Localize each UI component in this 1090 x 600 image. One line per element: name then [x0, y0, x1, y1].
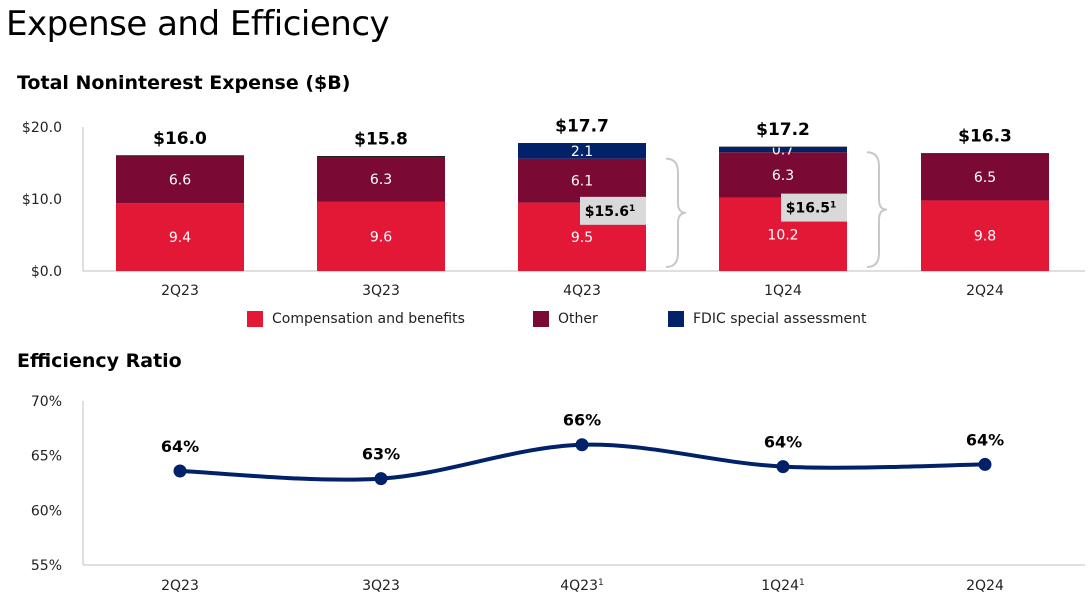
bar-segment-label: 9.8	[974, 229, 996, 245]
expense-x-tick-label: 3Q23	[362, 283, 400, 299]
legend-item-compensation: Compensation and benefits	[247, 311, 465, 327]
expense-x-tick-label: 2Q24	[966, 283, 1004, 299]
bar-segment-label: 0.7	[772, 143, 794, 159]
efficiency-y-tick-label: 70%	[31, 394, 62, 410]
bar-total-label: $15.8	[354, 130, 408, 150]
bar-segment-label: 9.5	[571, 230, 593, 246]
efficiency-x-tick-label: 4Q231	[560, 578, 603, 594]
legend-swatch-fdic	[668, 311, 684, 327]
expense-x-tick-label: 2Q23	[161, 283, 199, 299]
annotation-box	[580, 196, 646, 225]
annotation-box	[781, 193, 847, 222]
page-title: Expense and Efficiency	[6, 4, 390, 44]
annotation-bracket	[665, 157, 687, 268]
bar-segment-label: 9.4	[169, 230, 191, 246]
expense-y-tick-label: $0.0	[31, 264, 62, 280]
bar-segment	[719, 152, 847, 198]
bar-segment-label: 6.1	[571, 174, 593, 190]
bar-total-label: $17.7	[555, 117, 609, 137]
efficiency-chart-title: Efficiency Ratio	[17, 350, 182, 372]
bar-segment	[317, 201, 445, 271]
bar-segment-label: 6.5	[974, 170, 996, 186]
annotation-bracket	[866, 151, 888, 268]
expense-legend: Compensation and benefits Other FDIC spe…	[0, 311, 1090, 331]
legend-item-fdic: FDIC special assessment	[668, 311, 866, 327]
legend-swatch-compensation	[247, 311, 263, 327]
bar-segment	[518, 158, 646, 203]
bar-segment	[921, 153, 1049, 201]
legend-item-other: Other	[533, 311, 598, 327]
efficiency-x-tick-label: 1Q241	[761, 578, 804, 594]
bar-total-label: $16.0	[153, 129, 207, 149]
expense-y-tick-label: $20.0	[22, 120, 62, 136]
efficiency-y-tick-label: 65%	[31, 449, 62, 465]
efficiency-value-label: 64%	[966, 430, 1004, 449]
efficiency-point	[776, 460, 790, 474]
legend-swatch-other	[533, 311, 549, 327]
legend-label-compensation: Compensation and benefits	[272, 311, 465, 327]
expense-y-tick-label: $10.0	[22, 192, 62, 208]
bar-segment-label: 2.1	[571, 144, 593, 160]
bar-segment-label: 6.6	[169, 173, 191, 189]
bar-segment	[518, 143, 646, 159]
efficiency-x-tick-label: 2Q23	[161, 578, 199, 594]
efficiency-y-tick-label: 60%	[31, 503, 62, 519]
annotation-label: $15.61	[585, 204, 636, 220]
bar-segment-label: 9.6	[370, 229, 392, 245]
legend-label-other: Other	[558, 311, 598, 327]
efficiency-value-label: 63%	[362, 445, 400, 464]
expense-x-tick-label: 4Q23	[563, 283, 601, 299]
bar-total-label: $16.3	[958, 127, 1012, 147]
bar-segment-label: 10.2	[767, 227, 798, 243]
bar-segment	[116, 155, 244, 204]
efficiency-value-label: 64%	[764, 433, 802, 452]
bar-segment-label: 6.3	[370, 172, 392, 188]
efficiency-value-label: 66%	[563, 411, 601, 430]
efficiency-x-tick-label: 3Q23	[362, 578, 400, 594]
bar-segment	[921, 200, 1049, 271]
expense-chart-title: Total Noninterest Expense ($B)	[17, 72, 351, 94]
bar-segment-label: 6.3	[772, 168, 794, 184]
efficiency-x-tick-label: 2Q24	[966, 578, 1004, 594]
bar-total-label: $17.2	[756, 120, 810, 140]
expense-x-tick-label: 1Q24	[764, 283, 802, 299]
efficiency-value-label: 64%	[161, 437, 199, 456]
efficiency-point	[173, 464, 187, 478]
bar-segment	[116, 203, 244, 271]
efficiency-point	[978, 457, 992, 471]
legend-label-fdic: FDIC special assessment	[693, 311, 867, 327]
efficiency-point	[575, 438, 589, 452]
bar-segment	[317, 156, 445, 202]
bar-segment	[719, 147, 847, 153]
annotation-label: $16.51	[786, 201, 837, 217]
efficiency-y-tick-label: 55%	[31, 558, 62, 574]
efficiency-point	[374, 472, 388, 486]
